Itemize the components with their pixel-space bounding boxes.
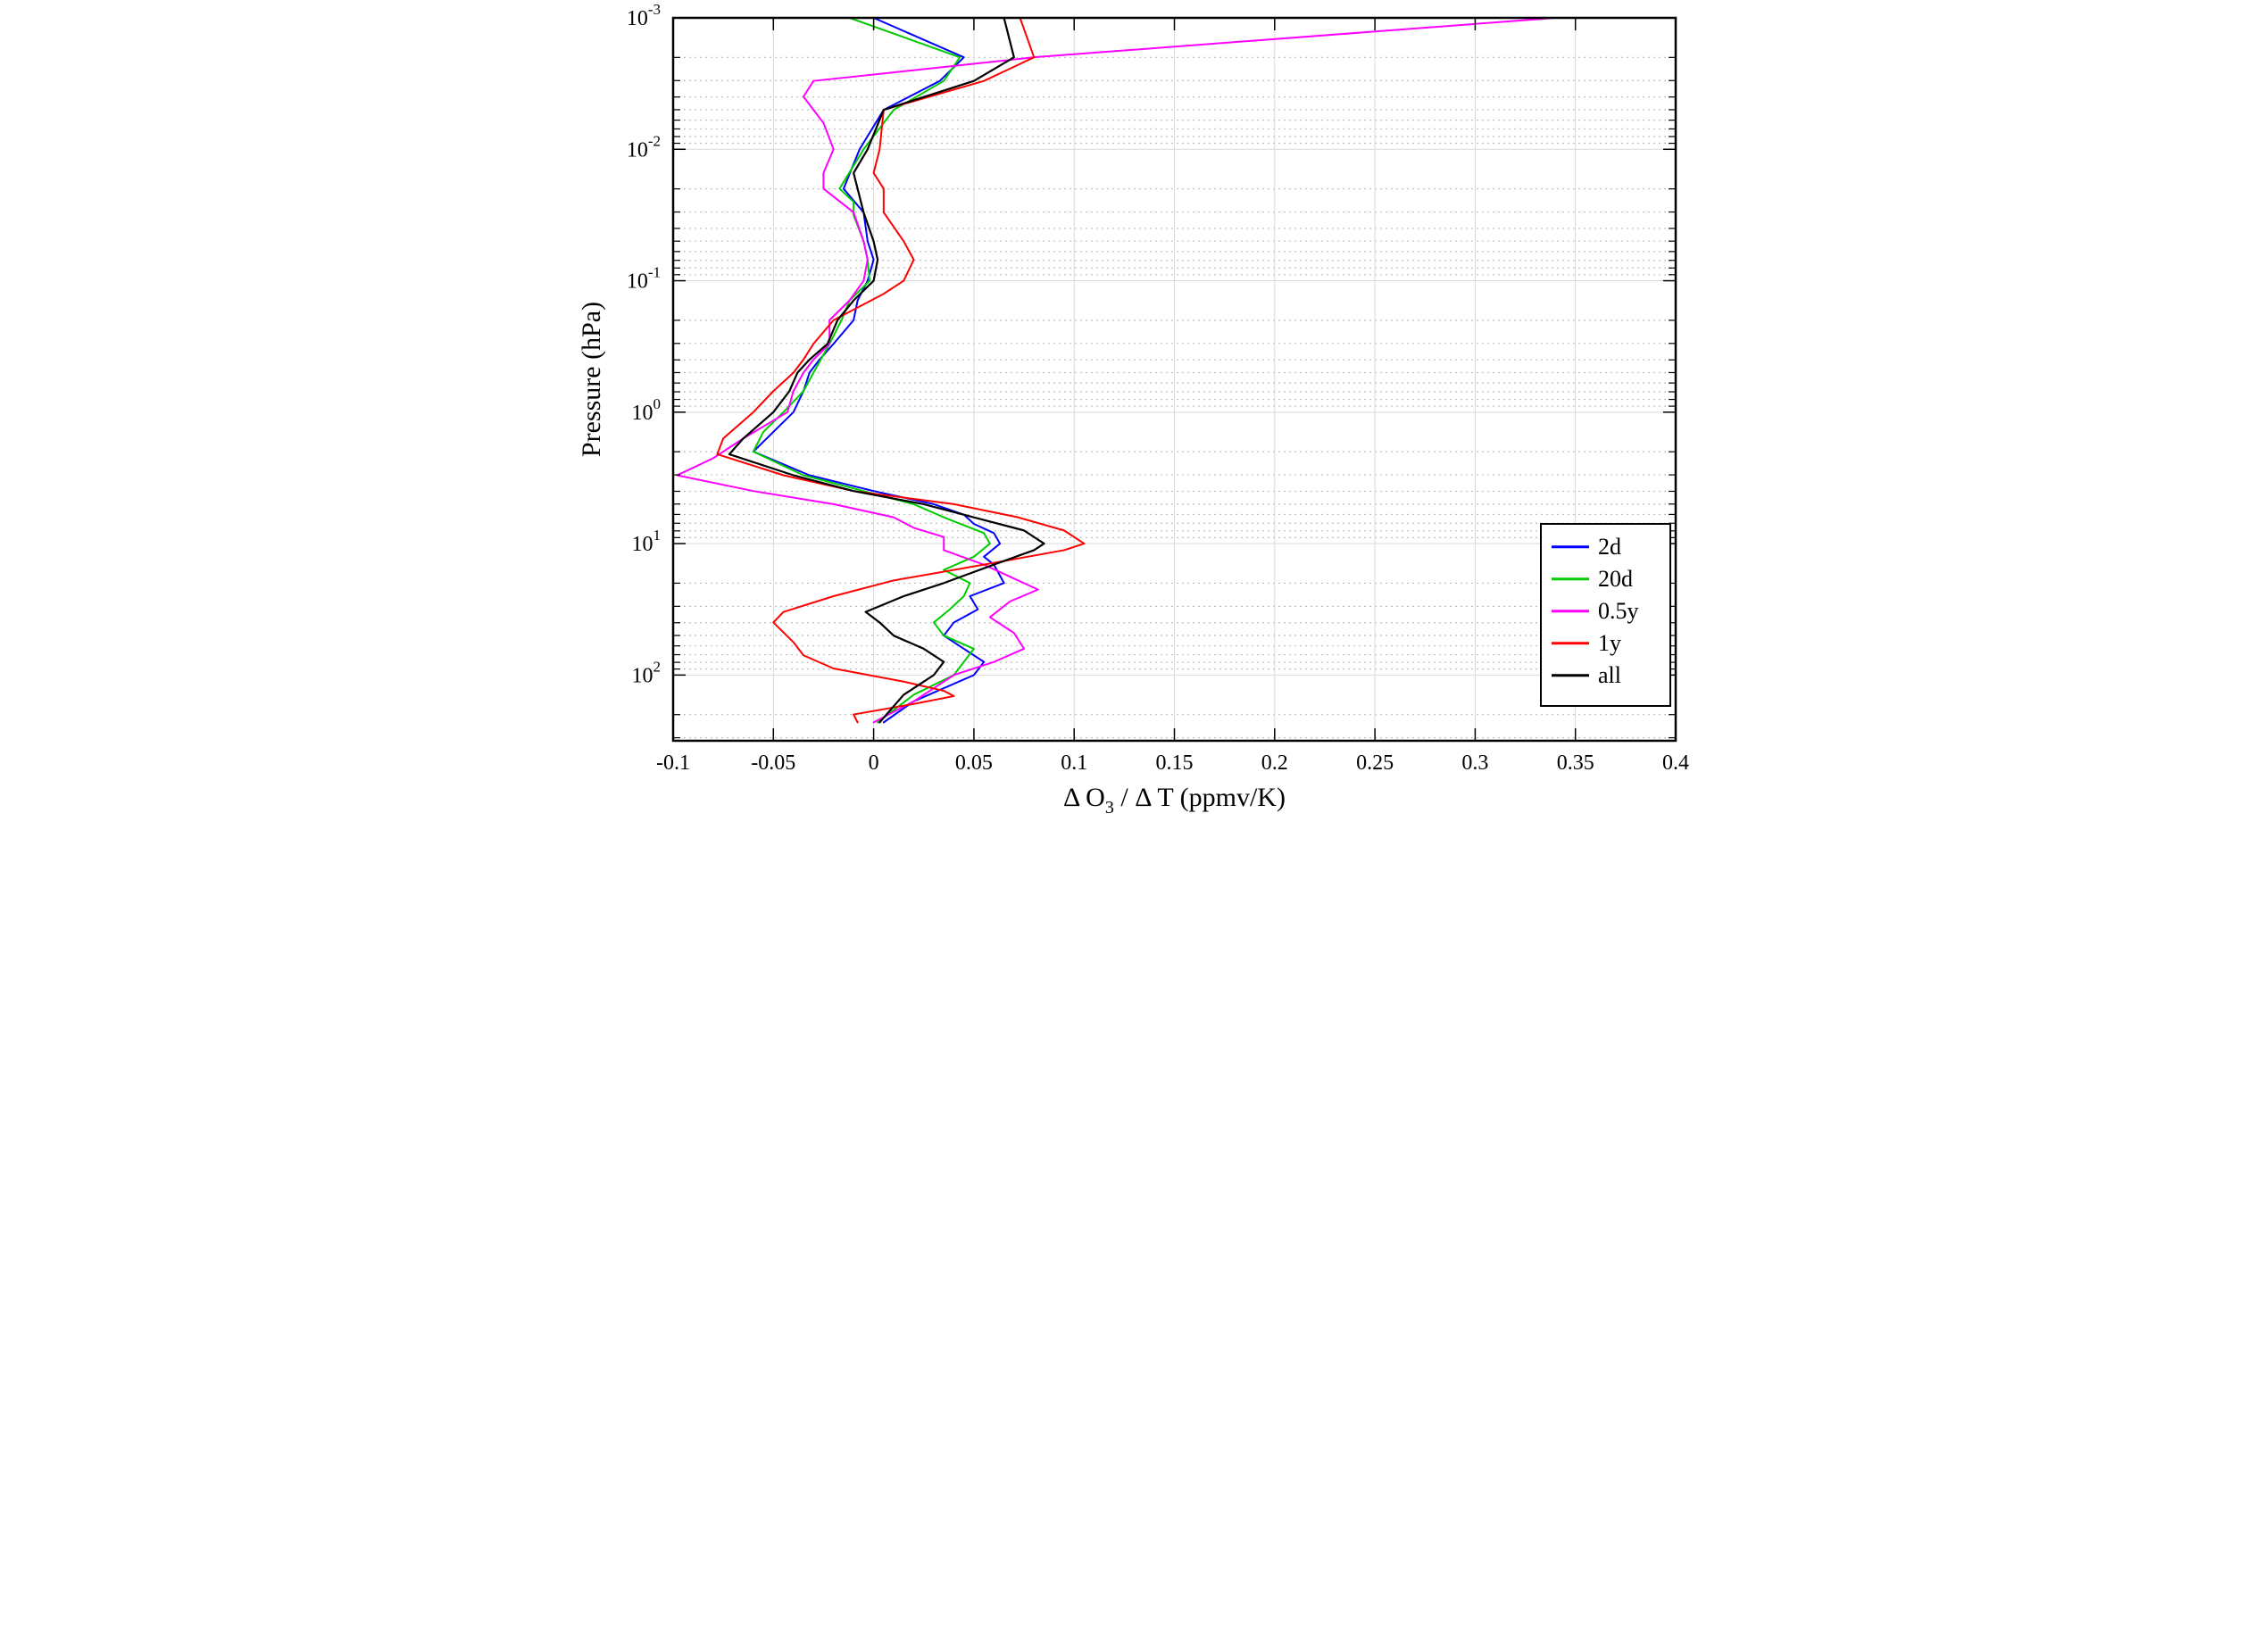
svg-text:0: 0 [869,751,879,775]
svg-text:-0.1: -0.1 [656,751,690,775]
legend-label-all: all [1598,662,1621,688]
svg-text:0.1: 0.1 [1061,751,1087,775]
svg-text:0.05: 0.05 [955,751,993,775]
svg-text:0.2: 0.2 [1261,751,1288,775]
y-axis-label: Pressure (hPa) [577,302,606,457]
svg-text:0.35: 0.35 [1557,751,1594,775]
legend-label-1y: 1y [1598,630,1621,656]
svg-text:-0.05: -0.05 [751,751,795,775]
svg-text:0.15: 0.15 [1156,751,1194,775]
legend-label-0.5y: 0.5y [1598,598,1639,624]
line-chart: -0.1-0.0500.050.10.150.20.250.30.350.410… [566,0,1698,826]
legend-label-2d: 2d [1598,534,1621,560]
svg-text:0.4: 0.4 [1662,751,1689,775]
legend: 2d 20d 0.5y 1y all [1541,524,1670,706]
legend-label-20d: 20d [1598,566,1633,592]
svg-text:0.3: 0.3 [1461,751,1488,775]
chart-container: -0.1-0.0500.050.10.150.20.250.30.350.410… [566,0,1698,826]
svg-text:0.25: 0.25 [1356,751,1394,775]
